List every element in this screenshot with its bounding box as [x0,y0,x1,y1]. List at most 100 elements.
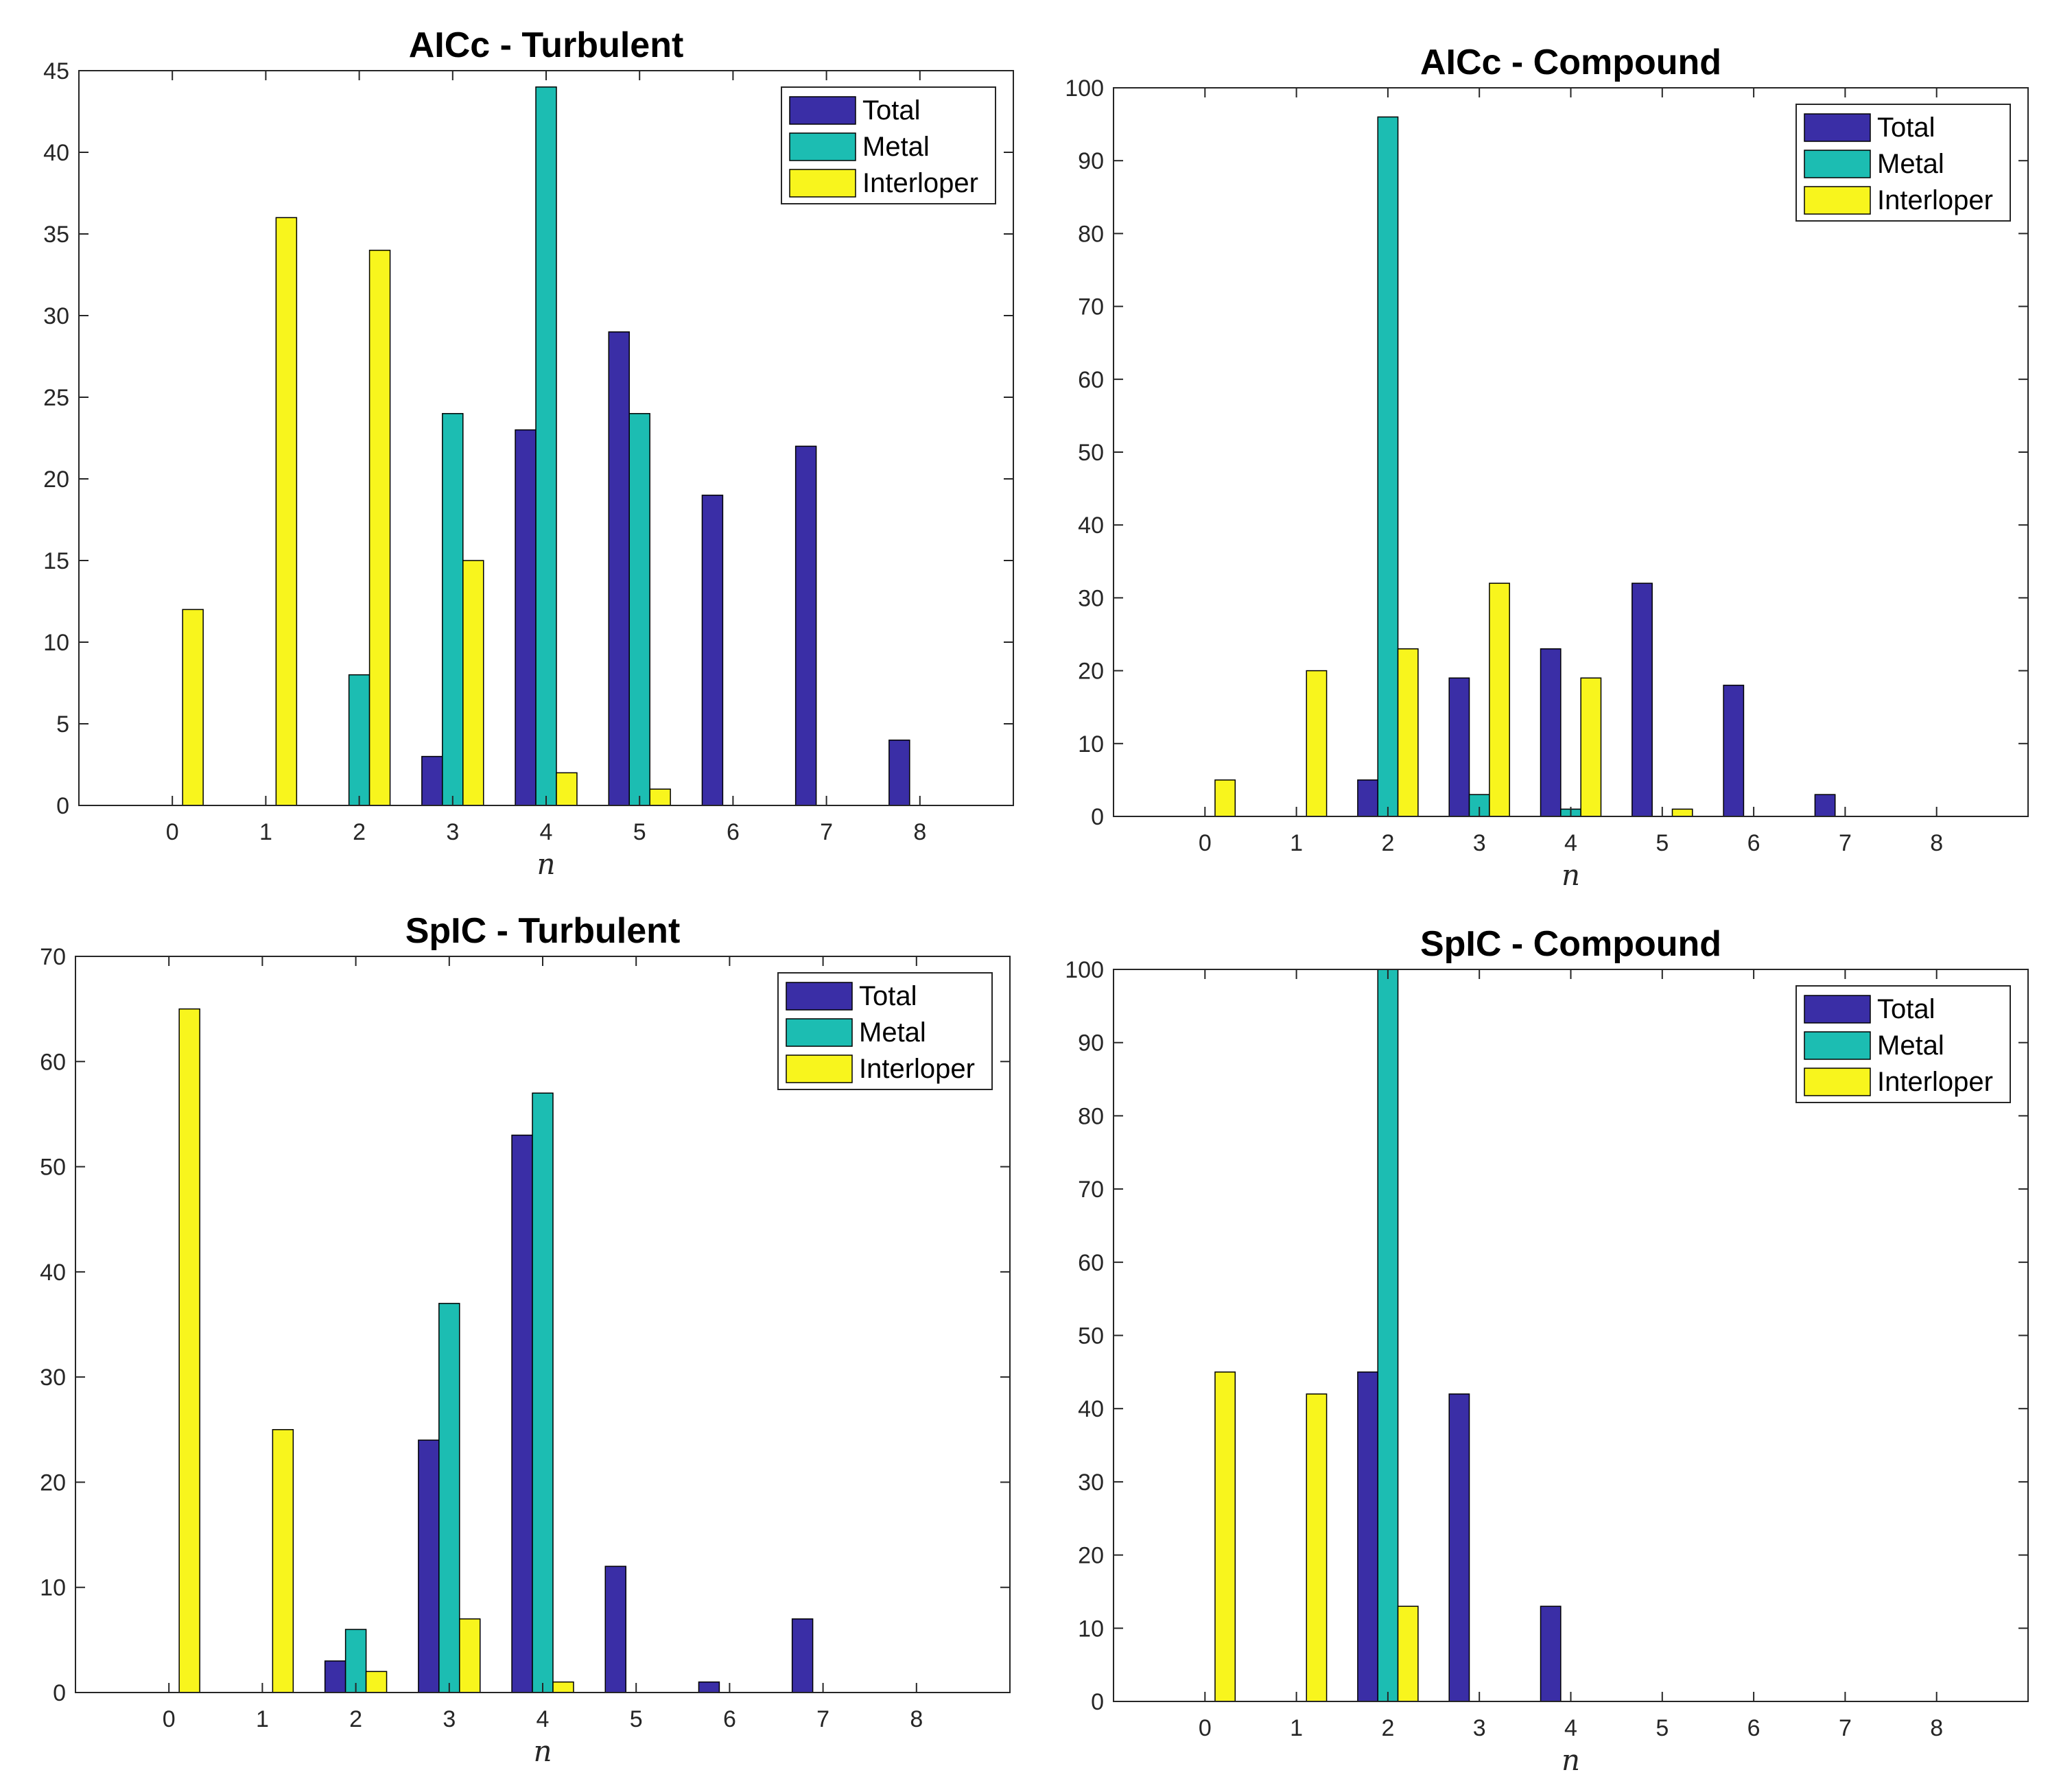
legend-swatch-total [786,982,853,1011]
x-tick-label: 7 [816,1706,829,1732]
y-tick-label: 45 [43,58,69,84]
y-tick-label: 40 [1078,1396,1104,1422]
legend-label: Total [862,95,921,126]
bar-total [1357,779,1378,817]
bar-interloper [1306,1393,1328,1702]
bar-total [511,1134,533,1693]
y-tick-label: 90 [1078,148,1104,174]
legend-label: Total [1877,994,1935,1024]
chart-title: AICc - Turbulent [409,25,684,65]
bar-total [1632,582,1653,817]
legend-label: Interloper [1877,185,1993,215]
y-tick-label: 5 [56,711,69,738]
y-tick-label: 30 [1078,585,1104,611]
legend-label: Interloper [862,168,978,198]
x-axis-label: n [1562,1743,1580,1777]
x-tick-label: 6 [727,819,740,845]
y-tick-label: 0 [56,793,69,819]
y-tick-label: 10 [1078,1616,1104,1642]
bar-total [1448,1393,1470,1702]
bar-metal [628,413,650,806]
x-tick-label: 0 [166,819,179,845]
legend-label: Total [1877,113,1935,143]
bar-total [1723,685,1745,817]
x-tick-label: 8 [1930,1715,1943,1741]
bar-interloper [459,1618,481,1693]
x-tick-label: 3 [446,819,459,845]
x-tick-label: 6 [1747,830,1760,856]
x-tick-label: 0 [1199,830,1212,856]
chart-panel: AICc - Compound 0 10 20 30 40 50 60 70 80 90 100 0 1 2… [1065,43,2029,892]
bar-total [701,495,724,806]
x-tick-label: 5 [1656,1715,1669,1741]
y-tick-label: 0 [53,1680,66,1706]
bar-total [698,1681,720,1693]
bar-total [1540,1605,1562,1702]
x-tick-label: 8 [910,1706,923,1732]
bar-total [1540,648,1562,817]
y-tick-label: 70 [40,944,66,970]
legend-swatch-metal [786,1018,853,1047]
y-tick-label: 40 [40,1260,66,1286]
bar-interloper [275,217,298,806]
y-tick-label: 90 [1078,1030,1104,1057]
x-tick-label: 5 [1656,830,1669,856]
bar-interloper [1214,1371,1236,1702]
chart-title: SpIC - Turbulent [405,911,681,951]
chart-title: AICc - Compound [1420,43,1721,82]
x-tick-label: 2 [1381,1715,1394,1741]
legend-label: Metal [1877,1030,1944,1061]
x-axis-label: n [1562,858,1580,892]
legend-swatch-metal [1804,150,1871,178]
bar-interloper [556,772,578,806]
bar-total [888,740,910,806]
bar-metal [1377,969,1399,1702]
y-tick-label: 80 [1078,221,1104,247]
y-tick-label: 30 [43,303,69,329]
chart-panel: SpIC - Compound 0 10 20 30 40 50 60 70 80 90 100 0 1 2… [1065,924,2029,1777]
legend-label: Metal [1877,149,1944,179]
y-tick-label: 35 [43,222,69,248]
legend: Total Metal Interloper [1795,104,2011,222]
y-tick-label: 10 [43,630,69,656]
y-tick-label: 10 [40,1575,66,1601]
bar-interloper [462,560,484,806]
bar-total [418,1439,440,1693]
bar-total [421,755,443,806]
chart-title: SpIC - Compound [1420,924,1721,964]
bar-interloper [178,1008,200,1693]
legend-swatch-interloper [1804,1068,1871,1096]
legend-swatch-metal [789,132,856,161]
bar-metal [442,413,464,806]
x-tick-label: 0 [163,1706,176,1732]
y-tick-label: 20 [40,1470,66,1496]
bar-interloper [1489,582,1510,817]
y-tick-label: 0 [1091,804,1104,830]
bar-metal [535,86,557,806]
legend: Total Metal Interloper [781,86,996,204]
bar-total [608,331,630,806]
y-tick-label: 50 [1078,1323,1104,1349]
bar-total [794,445,817,806]
bar-interloper [1671,808,1693,817]
x-tick-label: 5 [633,819,646,845]
x-tick-label: 4 [1564,1715,1577,1741]
x-tick-label: 3 [1473,1715,1486,1741]
bar-total [791,1618,814,1693]
bar-total [1448,677,1470,817]
y-tick-label: 25 [43,385,69,411]
x-tick-label: 1 [1290,830,1303,856]
bar-interloper [365,1671,388,1693]
bar-total [515,429,537,806]
x-tick-label: 7 [1839,1715,1852,1741]
bar-metal [1377,116,1399,817]
legend-label: Interloper [1877,1067,1993,1097]
y-tick-label: 10 [1078,731,1104,757]
bar-metal [438,1303,460,1693]
x-tick-label: 7 [1839,830,1852,856]
y-tick-label: 20 [1078,659,1104,685]
bar-metal [348,674,370,806]
y-tick-label: 100 [1065,957,1104,983]
legend-label: Metal [859,1017,926,1048]
